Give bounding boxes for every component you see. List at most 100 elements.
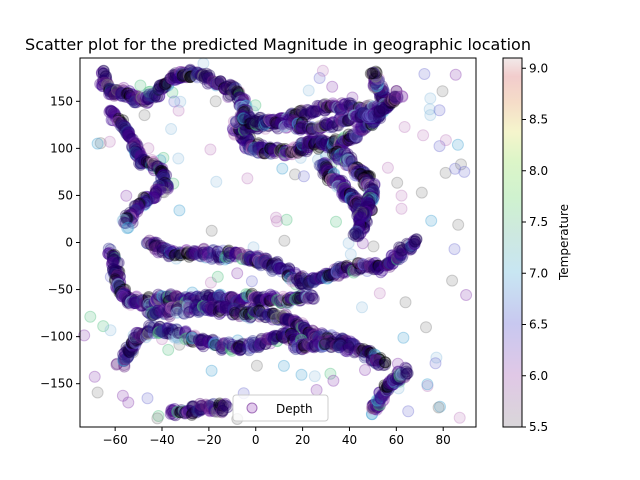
scatter-point xyxy=(319,138,332,151)
scatter-point xyxy=(424,92,437,105)
scatter-point xyxy=(335,138,348,151)
scatter-point xyxy=(356,237,369,250)
scatter-point xyxy=(342,237,355,250)
scatter-point xyxy=(275,265,288,278)
scatter-point xyxy=(243,143,256,156)
scatter-point xyxy=(316,338,329,350)
scatter-point xyxy=(78,329,91,342)
scatter-point xyxy=(317,134,330,147)
scatter-point xyxy=(259,122,272,135)
scatter-point xyxy=(96,79,109,92)
scatter-point xyxy=(295,137,308,150)
scatter-point xyxy=(302,135,315,148)
scatter-point xyxy=(245,139,258,152)
scatter-point xyxy=(192,66,204,79)
scatter-point xyxy=(278,146,291,159)
scatter-point xyxy=(369,76,382,89)
scatter-point xyxy=(190,66,203,79)
scatter-point xyxy=(233,91,246,103)
scatter-point xyxy=(200,67,213,80)
scatter-point xyxy=(391,176,404,189)
scatter-point xyxy=(380,91,392,104)
scatter-point xyxy=(102,79,115,92)
scatter-point xyxy=(173,72,186,84)
scatter-point xyxy=(303,137,316,149)
scatter-point xyxy=(333,137,346,150)
x-tick-label: 60 xyxy=(389,433,404,447)
scatter-point xyxy=(249,99,262,112)
scatter-point xyxy=(241,135,254,148)
scatter-point xyxy=(341,133,354,145)
scatter-point xyxy=(283,146,296,159)
scatter-point xyxy=(115,90,128,103)
scatter-point xyxy=(277,144,290,157)
scatter-point xyxy=(391,357,404,370)
scatter-point xyxy=(174,71,187,84)
scatter-point xyxy=(224,81,237,94)
scatter-point xyxy=(425,214,438,227)
scatter-point xyxy=(134,94,147,107)
scatter-point xyxy=(116,389,129,402)
scatter-point xyxy=(157,81,170,94)
scatter-point xyxy=(104,82,117,95)
scatter-point xyxy=(108,89,121,102)
scatter-point xyxy=(228,81,241,94)
scatter-point xyxy=(215,76,227,89)
scatter-point xyxy=(201,77,214,90)
scatter-point xyxy=(133,92,146,105)
scatter-point xyxy=(235,132,248,145)
scatter-point xyxy=(235,96,248,109)
scatter-point xyxy=(103,135,116,148)
scatter-point xyxy=(378,97,391,110)
scatter-point xyxy=(233,123,246,136)
scatter-point xyxy=(221,297,234,310)
scatter-point xyxy=(366,68,379,81)
scatter-point xyxy=(152,83,165,96)
scatter-point xyxy=(152,82,165,95)
scatter-point xyxy=(224,79,237,92)
scatter-point xyxy=(103,84,116,97)
scatter-point xyxy=(351,131,363,144)
scatter-point xyxy=(369,112,382,125)
scatter-point xyxy=(344,130,357,143)
scatter-point xyxy=(230,88,243,101)
scatter-point xyxy=(234,109,247,122)
scatter-point xyxy=(219,399,232,412)
scatter-point xyxy=(214,75,227,88)
scatter-point xyxy=(275,143,288,155)
scatter-point xyxy=(104,85,117,98)
scatter-point xyxy=(153,89,166,102)
scatter-point xyxy=(247,241,260,254)
scatter-point xyxy=(337,135,349,148)
scatter-point xyxy=(342,339,355,352)
scatter-point xyxy=(376,91,389,104)
scatter-point xyxy=(308,131,321,144)
scatter-point xyxy=(164,72,177,85)
scatter-point xyxy=(418,68,431,80)
scatter-point xyxy=(248,141,261,154)
scatter-point xyxy=(190,70,203,83)
scatter-point xyxy=(294,151,307,164)
scatter-point xyxy=(420,321,432,334)
scatter-point xyxy=(278,148,291,161)
scatter-point xyxy=(150,90,163,103)
scatter-point xyxy=(306,292,319,305)
scatter-point xyxy=(309,135,322,148)
scatter-point xyxy=(240,132,252,145)
scatter-point xyxy=(224,79,237,92)
scatter-point xyxy=(176,69,189,82)
scatter-point xyxy=(142,92,154,105)
scatter-point xyxy=(324,136,337,149)
scatter-point xyxy=(236,91,249,104)
scatter-point xyxy=(243,139,256,151)
scatter-point xyxy=(380,93,393,106)
scatter-point xyxy=(325,158,338,171)
scatter-point xyxy=(238,120,251,133)
scatter-point xyxy=(207,75,219,88)
scatter-point xyxy=(382,94,395,107)
scatter-point xyxy=(344,134,357,146)
scatter-point xyxy=(242,139,255,152)
scatter-point xyxy=(122,343,135,356)
scatter-point xyxy=(239,142,252,155)
scatter-point xyxy=(354,123,367,135)
